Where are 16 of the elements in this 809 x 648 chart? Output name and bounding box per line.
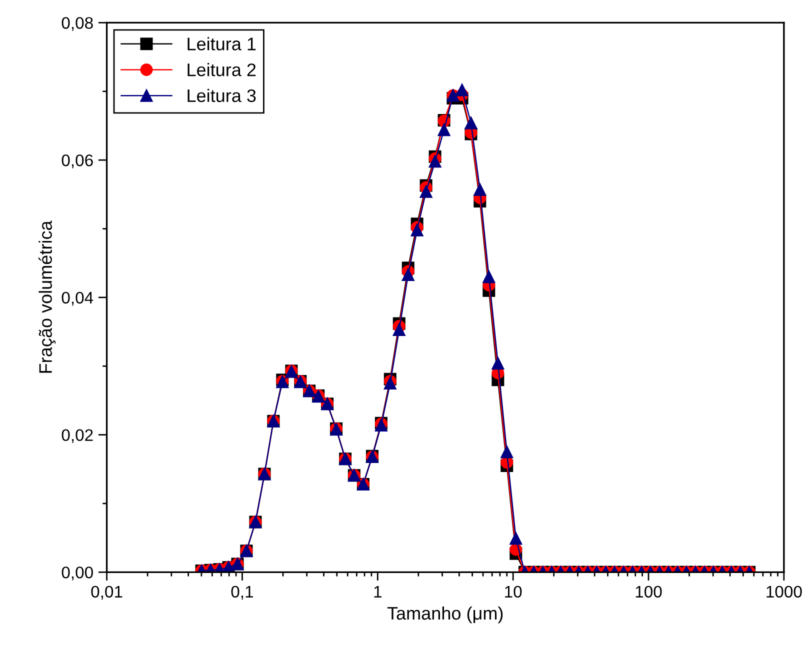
- y-tick-label: 0,08: [62, 17, 93, 31]
- y-tick-label: 0,02: [62, 429, 93, 443]
- x-tick-label: 1000: [766, 586, 802, 598]
- x-tick-label: 100: [636, 586, 662, 598]
- x-tick-label: 0,01: [91, 586, 122, 600]
- y-tick-label: 0,00: [62, 566, 93, 580]
- y-tick-label: 0,04: [62, 292, 94, 306]
- x-tick-label: 0,1: [231, 586, 253, 600]
- legend-label: Leitura 1: [188, 37, 256, 50]
- y-axis-title: Fração volumétrica: [38, 220, 56, 373]
- legend-label: Leitura 2: [188, 62, 256, 76]
- y-tick-label: 0,06: [62, 154, 93, 168]
- x-axis-title: Tamanho (μm): [387, 606, 503, 624]
- legend-label: Leitura 3: [188, 88, 256, 102]
- x-tick-label: 1: [374, 586, 382, 598]
- x-tick-label: 10: [505, 586, 522, 598]
